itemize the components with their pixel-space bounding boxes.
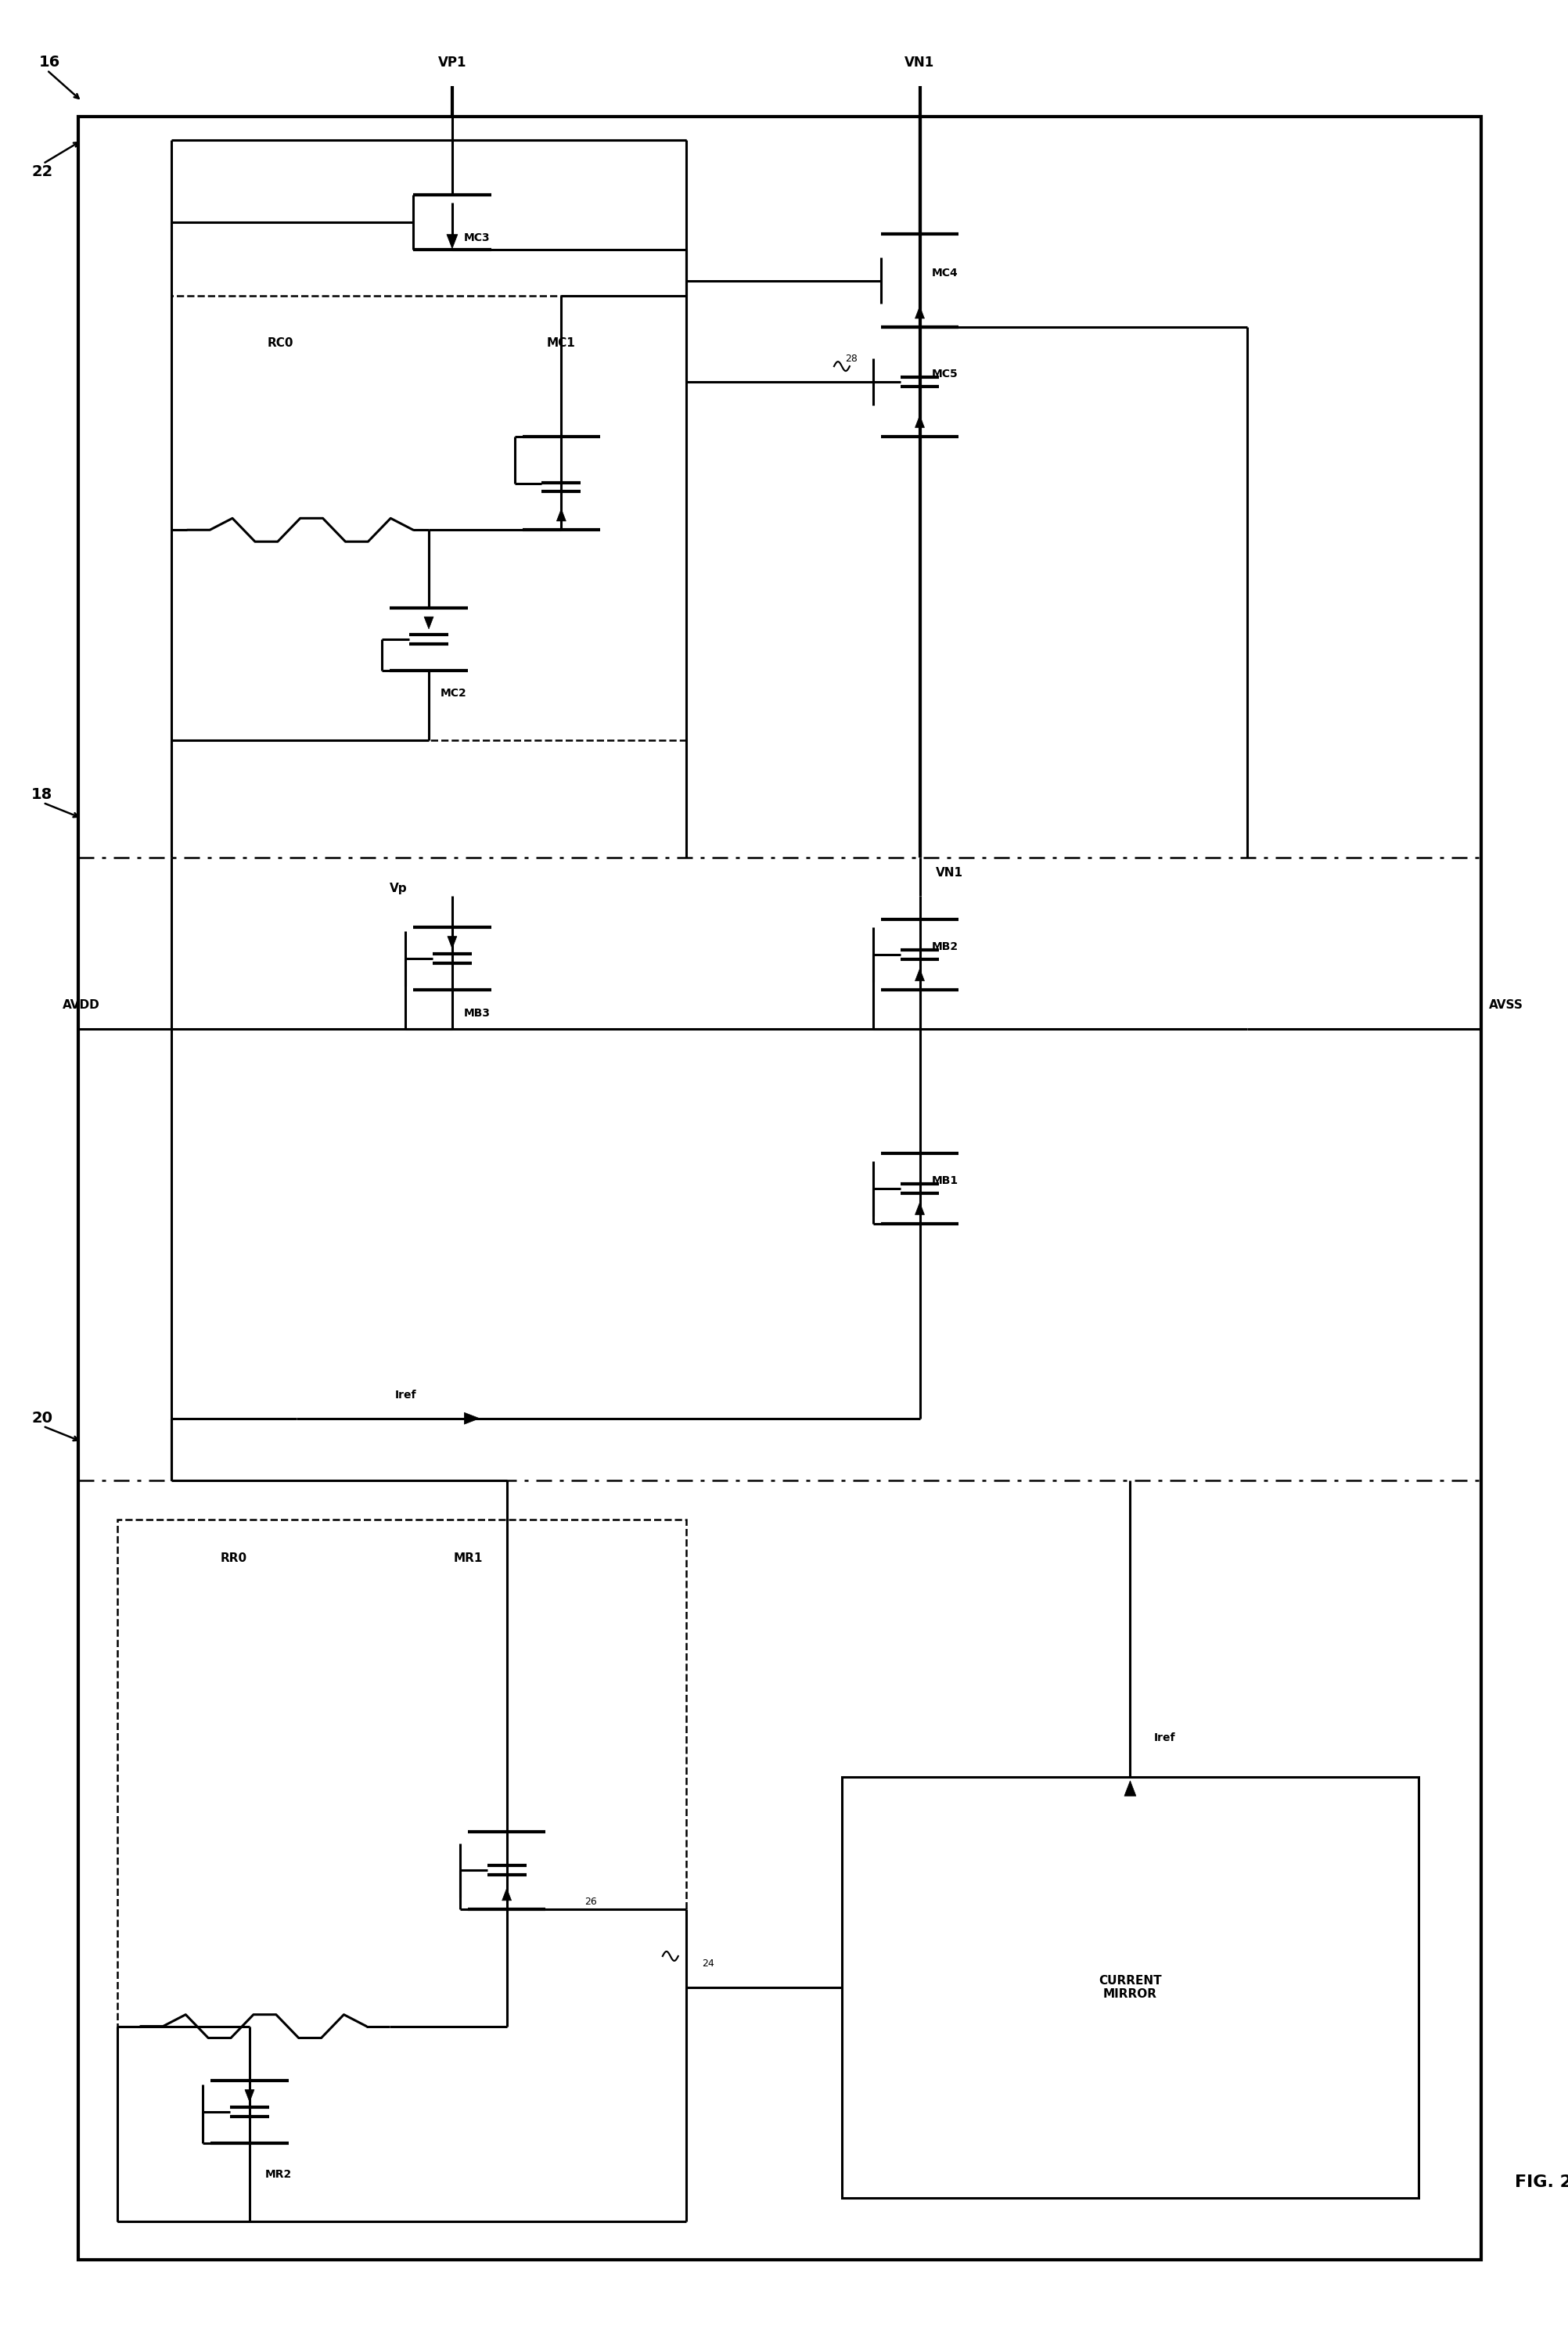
Text: 24: 24 [701,1959,713,1969]
Text: 26: 26 [585,1896,597,1908]
Bar [118,1520,685,2221]
Text: AVDD: AVDD [63,998,100,1012]
Text: RC0: RC0 [268,337,293,348]
Bar [171,297,685,741]
Polygon shape [916,968,925,982]
Polygon shape [916,306,925,318]
Polygon shape [1124,1782,1137,1796]
Text: 22: 22 [31,164,53,180]
Polygon shape [447,234,458,248]
Text: MC5: MC5 [931,369,958,379]
Polygon shape [916,1202,925,1216]
Text: 20: 20 [31,1410,52,1426]
Text: Iref: Iref [1154,1732,1174,1744]
Text: RR0: RR0 [221,1552,248,1564]
Text: MR1: MR1 [453,1552,483,1564]
Text: FIG. 2: FIG. 2 [1515,2174,1568,2191]
Text: 16: 16 [39,54,61,70]
Text: AVSS: AVSS [1488,998,1523,1012]
Text: 18: 18 [31,788,53,802]
Polygon shape [557,510,566,521]
Text: MC3: MC3 [464,231,491,243]
Text: Vp: Vp [390,881,408,895]
Text: 28: 28 [845,353,858,365]
Polygon shape [464,1412,480,1424]
Polygon shape [245,2090,254,2102]
Text: MB1: MB1 [931,1176,958,1185]
Text: VP1: VP1 [437,56,466,70]
Polygon shape [916,416,925,428]
Text: MC1: MC1 [547,337,575,348]
Text: MB2: MB2 [931,942,958,952]
Text: CURRENT
MIRROR: CURRENT MIRROR [1099,1976,1162,1999]
Text: VN1: VN1 [905,56,935,70]
Polygon shape [502,1889,511,1901]
Text: MB3: MB3 [464,1008,491,1019]
Bar [842,1777,1419,2198]
Text: MC4: MC4 [931,267,958,278]
Text: Iref: Iref [395,1389,416,1400]
Text: VN1: VN1 [936,867,963,879]
Text: MC2: MC2 [441,687,467,699]
Polygon shape [447,935,456,949]
Polygon shape [423,617,433,629]
Text: MR2: MR2 [265,2170,292,2179]
